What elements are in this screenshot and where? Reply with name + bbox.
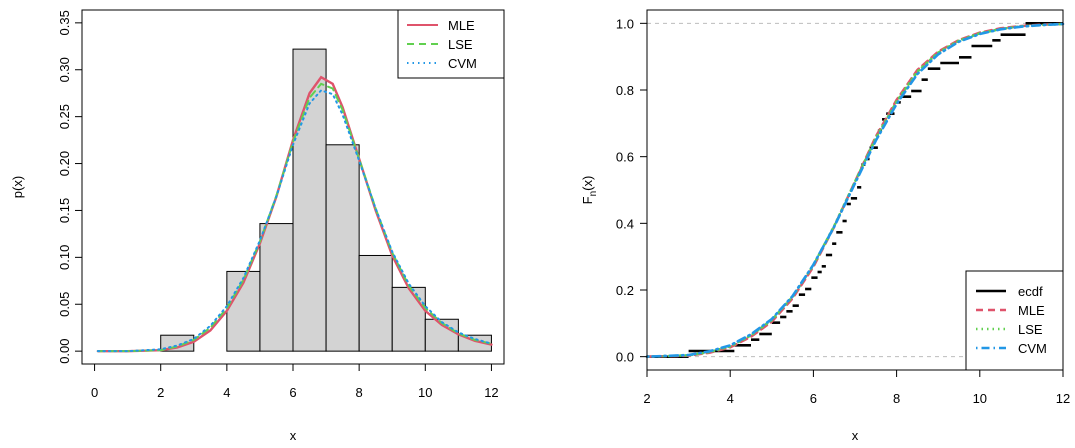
- x-axis-title: x: [852, 428, 859, 443]
- y-tick-label: 0.05: [57, 292, 72, 317]
- x-tick-label: 2: [643, 391, 650, 406]
- x-tick-label: 4: [727, 391, 734, 406]
- legend-label: CVM: [448, 56, 477, 71]
- x-tick-label: 8: [356, 385, 363, 400]
- legend-box: [966, 271, 1063, 370]
- x-tick-label: 12: [1056, 391, 1070, 406]
- legend-label: LSE: [1018, 322, 1043, 337]
- cdf-panel: 2 4 6 8 10 12 0.0 0.2 0.4 0.6 0.8 1.0 x Fn(x) ecdf MLE L…: [580, 10, 1070, 443]
- y-axis-title: Fn(x): [580, 176, 599, 205]
- y-tick-label: 0.6: [616, 150, 634, 165]
- legend-label: MLE: [1018, 303, 1045, 318]
- y-tick-label: 0.15: [57, 198, 72, 223]
- y-tick-label: 0.8: [616, 83, 634, 98]
- x-tick-label: 2: [157, 385, 164, 400]
- y-tick-label: 0.10: [57, 245, 72, 270]
- y-tick-label: 0.00: [57, 338, 72, 363]
- x-tick-label: 6: [810, 391, 817, 406]
- legend-label: LSE: [448, 37, 473, 52]
- y-tick-label: 0.35: [57, 10, 72, 35]
- y-tick-label: 0.25: [57, 104, 72, 129]
- x-tick-label: 12: [484, 385, 498, 400]
- density-panel: 0 2 4 6 8 10 12 0.00 0.05 0.10 0.15 0.20 0.25 0.30 0.3…: [10, 10, 504, 443]
- y-tick-label: 0.0: [616, 350, 634, 365]
- y-axis-title: p(x): [10, 176, 25, 198]
- x-tick-label: 10: [418, 385, 432, 400]
- y-tick-label: 0.30: [57, 57, 72, 82]
- histogram-bar: [392, 287, 425, 351]
- y-tick-label: 0.20: [57, 151, 72, 176]
- legend-label: CVM: [1018, 341, 1047, 356]
- y-axis-title-main: F: [580, 196, 595, 204]
- x-tick-label: 4: [223, 385, 230, 400]
- legend-label: ecdf: [1018, 284, 1043, 299]
- x-axis-title: x: [290, 428, 297, 443]
- x-tick-label: 6: [289, 385, 296, 400]
- x-tick-label: 0: [91, 385, 98, 400]
- histogram-bar: [326, 145, 359, 351]
- histogram-bar: [359, 255, 392, 351]
- x-tick-label: 10: [973, 391, 987, 406]
- y-axis-title-tail: (x): [580, 176, 595, 191]
- y-tick-label: 0.4: [616, 216, 634, 231]
- legend-label: MLE: [448, 18, 475, 33]
- y-tick-label: 1.0: [616, 16, 634, 31]
- y-tick-label: 0.2: [616, 283, 634, 298]
- x-tick-label: 8: [893, 391, 900, 406]
- histogram-bar: [260, 224, 293, 352]
